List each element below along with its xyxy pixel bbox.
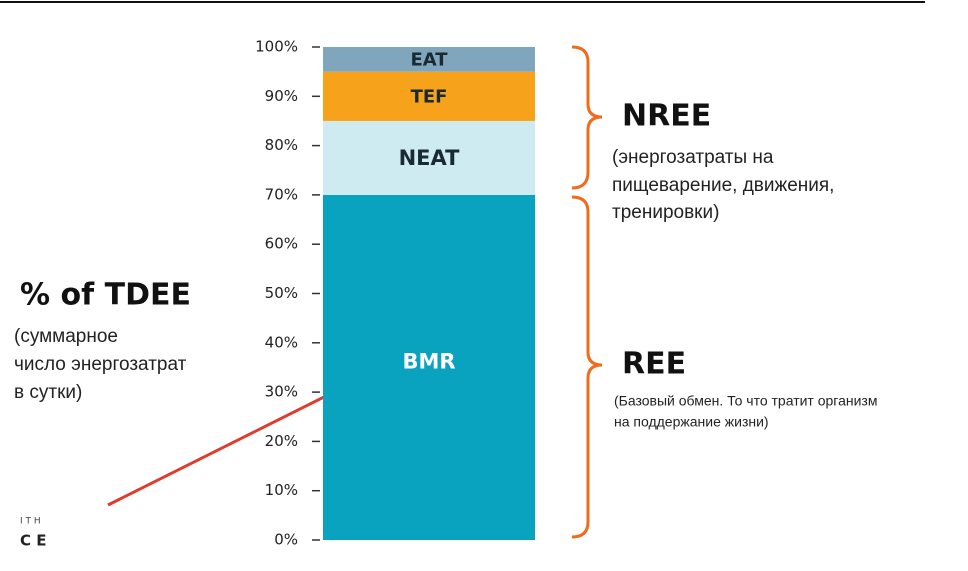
bar-segment [323, 47, 535, 72]
subtitle-line: (суммарное [14, 326, 118, 347]
y-tick-label: 40% [265, 333, 298, 351]
y-tick-label: 90% [265, 87, 298, 105]
nree-label: NREE [622, 99, 711, 134]
y-tick-label: 100% [255, 38, 298, 56]
subtitle-line: число энергозатрат [14, 354, 187, 375]
y-tick-label: 70% [265, 185, 298, 203]
ree-bracket [571, 195, 603, 539]
nree-bracket [571, 45, 603, 190]
segment-label: EAT [410, 49, 448, 70]
segment-label: BMR [402, 349, 455, 373]
ree-label: REE [622, 347, 686, 382]
ree-line: на поддержание жизни) [614, 414, 769, 430]
bar-segment [323, 120, 535, 195]
ree-line: (Базовый обмен. То что тратит организм [614, 393, 877, 409]
nree-line: пищеварение, движения, [612, 175, 834, 196]
bar-segment [323, 71, 535, 121]
subtitle-line: в сутки) [14, 382, 82, 403]
y-tick-label: 10% [265, 481, 298, 499]
chart-title: % of TDEE [20, 278, 191, 313]
y-tick-label: 50% [265, 284, 298, 302]
logo-line: I T H [20, 517, 41, 527]
y-tick-label: 0% [274, 531, 298, 549]
nree-line: тренировки) [612, 202, 719, 223]
segment-label: TEF [411, 86, 448, 107]
bar-segment [323, 194, 535, 540]
y-tick-label: 20% [265, 432, 298, 450]
y-tick-label: 30% [265, 383, 298, 401]
y-tick-label: 80% [265, 136, 298, 154]
nree-line: (энергозатраты на [612, 147, 774, 168]
segment-label: NEAT [399, 146, 461, 170]
logo-line: C E [20, 532, 46, 550]
y-tick-label: 60% [265, 235, 298, 253]
